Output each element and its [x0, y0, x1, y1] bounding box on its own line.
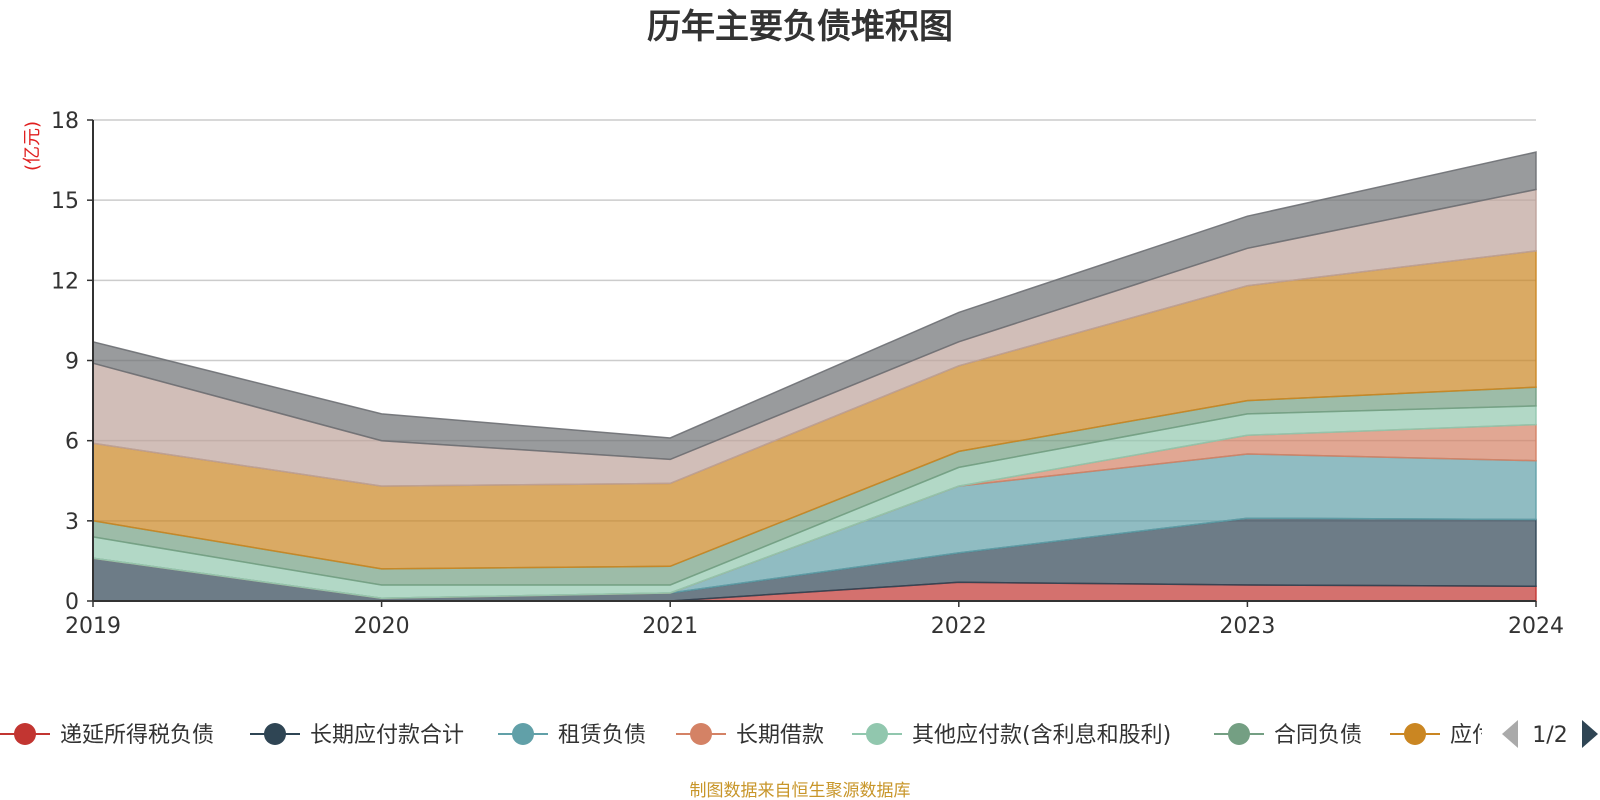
chart-title: 历年主要负债堆积图 — [647, 7, 953, 47]
source-note: 制图数据来自恒生聚源数据库 — [690, 781, 911, 800]
y-tick-label: 12 — [51, 269, 79, 294]
legend-label: 长期应付款合计 — [310, 723, 464, 748]
y-axis-unit: (亿元) — [22, 121, 43, 171]
legend-item[interactable]: 租赁负债 — [498, 723, 646, 748]
y-tick-label: 6 — [65, 430, 79, 455]
axes: 0 3 6 9 12 15 18 2019 2020 2021 2022 2023 2024 — [51, 109, 1564, 639]
legend-item[interactable]: 递延所得税负债 — [0, 723, 214, 748]
legend-label: 合同负债 — [1274, 723, 1362, 748]
x-tick-label: 2023 — [1219, 614, 1275, 639]
legend-marker-icon — [690, 723, 712, 745]
legend-item[interactable]: 合同负债 — [1214, 723, 1362, 748]
stacked-areas — [92, 151, 1537, 602]
legend-marker-icon — [866, 723, 888, 745]
x-tick-label: 2021 — [642, 614, 698, 639]
y-tick-label: 0 — [65, 590, 79, 615]
legend-marker-icon — [1404, 723, 1426, 745]
y-tick-label: 18 — [51, 109, 79, 134]
legend-page-indicator: 1/2 — [1532, 723, 1567, 748]
legend-item[interactable]: 应付 — [1390, 723, 1494, 748]
y-tick-label: 9 — [65, 350, 79, 375]
legend-marker-icon — [264, 723, 286, 745]
area-series-8 — [92, 151, 1537, 461]
legend-pager: 1/2 — [1502, 720, 1598, 748]
legend-marker-icon — [1228, 723, 1250, 745]
legend-label: 租赁负债 — [558, 723, 646, 748]
legend-items: 递延所得税负债 长期应付款合计 租赁负债 长期借款 其他应付款(含利息和股利) 合同负债 应… — [0, 723, 1494, 748]
y-tick-label: 3 — [65, 510, 79, 535]
x-tick-label: 2024 — [1508, 614, 1564, 639]
legend-marker-icon — [14, 723, 36, 745]
legend-marker-icon — [512, 723, 534, 745]
legend-label: 长期借款 — [736, 723, 824, 748]
legend-prev-page-icon[interactable] — [1502, 720, 1518, 748]
legend: 递延所得税负债 长期应付款合计 租赁负债 长期借款 其他应付款(含利息和股利) 合同负债 应… — [0, 723, 1494, 748]
legend-label: 其他应付款(含利息和股利) — [912, 723, 1171, 748]
x-tick-label: 2022 — [931, 614, 987, 639]
x-tick-label: 2019 — [65, 614, 121, 639]
legend-label: 递延所得税负债 — [60, 723, 214, 748]
legend-item[interactable]: 其他应付款(含利息和股利) — [852, 723, 1171, 748]
legend-item[interactable]: 长期借款 — [676, 723, 824, 748]
legend-label: 应付 — [1450, 723, 1494, 748]
y-tick-label: 15 — [51, 189, 79, 214]
legend-next-page-icon[interactable] — [1582, 720, 1598, 748]
legend-item[interactable]: 长期应付款合计 — [250, 723, 464, 748]
x-tick-label: 2020 — [354, 614, 410, 639]
